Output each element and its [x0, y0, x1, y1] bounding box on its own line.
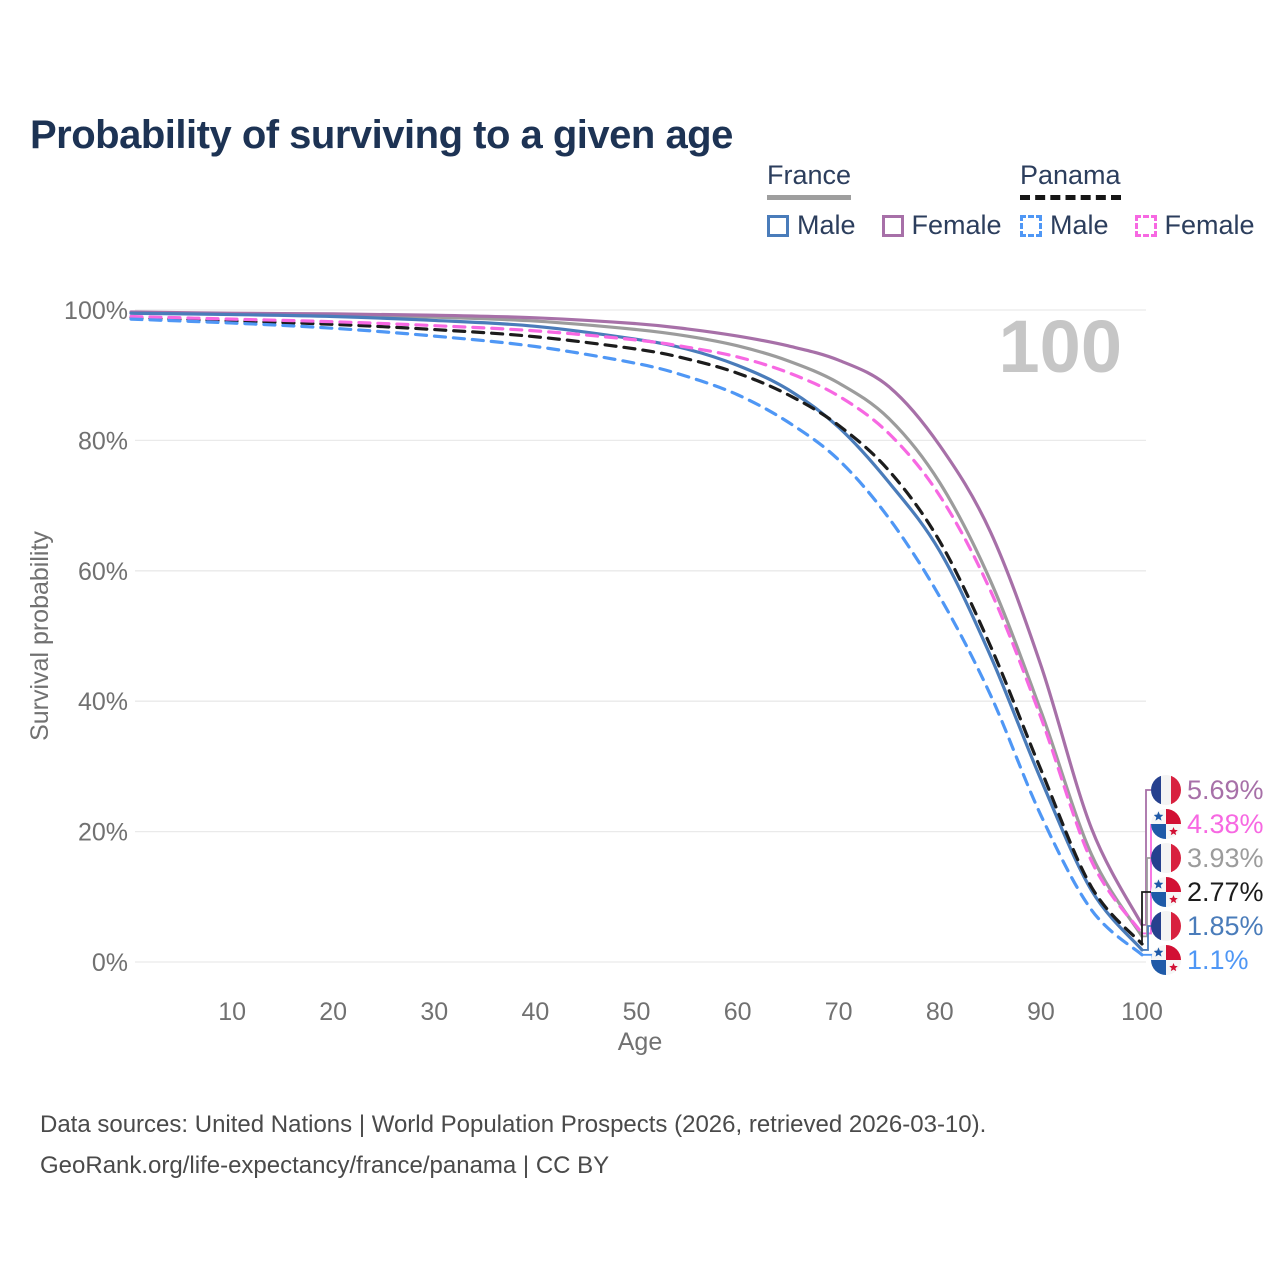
flag-icon-panama	[1151, 877, 1181, 907]
legend-label-france-male: Male	[797, 210, 856, 240]
series-path-panama-all	[129, 316, 1144, 946]
end-connector-france-female	[1141, 789, 1151, 926]
footer-attribution: GeoRank.org/life-expectancy/france/panam…	[40, 1152, 610, 1179]
series-path-france-female	[129, 310, 1144, 927]
legend-swatch-france-female	[881, 214, 904, 237]
end-label-panama-all: 2.77%	[1187, 877, 1264, 907]
y-tick-label: 0%	[92, 949, 128, 977]
legend-label-panama-male: Male	[1050, 210, 1109, 240]
end-label-france-all: 3.93%	[1187, 843, 1264, 873]
x-tick-label: 20	[319, 998, 347, 1026]
series-path-panama-male	[129, 317, 1144, 957]
x-tick-label: 30	[420, 998, 448, 1026]
legend-row-france: Male Female	[767, 210, 1002, 241]
y-tick-label: 100%	[64, 297, 128, 325]
end-connector-panama-male	[1141, 953, 1153, 961]
x-tick-label: 60	[724, 998, 752, 1026]
legend-label-france-female: Female	[911, 210, 1002, 240]
legend-row-panama: Male Female	[1020, 210, 1255, 241]
x-tick-label: 100	[1121, 998, 1163, 1026]
flag-icon-panama	[1151, 809, 1181, 839]
legend-group-france: France Male Female	[767, 160, 1002, 241]
legend-header-france: France	[767, 160, 852, 200]
legend-swatch-panama-female	[1134, 214, 1157, 237]
series-path-france-all	[129, 311, 1144, 938]
flag-icon-france	[1151, 911, 1181, 941]
watermark-label: 100	[999, 305, 1122, 388]
x-tick-label: 80	[926, 998, 954, 1026]
y-tick-label: 80%	[78, 427, 128, 455]
end-connector-panama-female	[1141, 824, 1152, 935]
end-connector-france-male	[1141, 925, 1151, 951]
x-tick-label: 10	[218, 998, 246, 1026]
series-path-panama-female	[129, 314, 1144, 936]
page-title: Probability of surviving to a given age	[30, 112, 733, 157]
end-label-france-female: 5.69%	[1187, 775, 1264, 805]
end-connector-france-all	[1141, 857, 1151, 938]
flag-icon-france	[1151, 775, 1181, 805]
end-label-panama-male: 1.1%	[1187, 945, 1249, 975]
footer: Data sources: United Nations | World Pop…	[40, 1104, 986, 1186]
x-tick-label: 70	[825, 998, 853, 1026]
x-axis-title: Age	[618, 1028, 662, 1056]
legend-header-panama: Panama	[1020, 160, 1121, 200]
footer-sources: Data sources: United Nations | World Pop…	[40, 1111, 987, 1138]
x-tick-label: 90	[1027, 998, 1055, 1026]
legend-swatch-panama-male	[1020, 214, 1042, 237]
legend-group-panama: Panama Male Female	[1020, 160, 1255, 241]
flag-icon-panama	[1151, 945, 1181, 975]
end-label-france-male: 1.85%	[1187, 911, 1264, 941]
y-tick-label: 40%	[78, 688, 128, 716]
legend-item-france-male[interactable]: Male	[767, 210, 856, 241]
y-tick-label: 20%	[78, 819, 128, 847]
series-path-france-male	[129, 311, 1144, 952]
legend-item-panama-female[interactable]: Female	[1134, 210, 1255, 241]
y-axis-title: Survival probability	[26, 531, 54, 741]
x-tick-label: 50	[623, 998, 651, 1026]
legend-label-panama-female: Female	[1164, 210, 1255, 240]
legend-item-panama-male[interactable]: Male	[1020, 210, 1109, 241]
legend-item-france-female[interactable]: Female	[881, 210, 1002, 241]
end-label-panama-female: 4.38%	[1187, 809, 1264, 839]
x-tick-label: 40	[521, 998, 549, 1026]
end-connector-panama-all	[1141, 891, 1151, 945]
legend-swatch-france-male	[767, 214, 789, 237]
flag-icon-france	[1151, 843, 1181, 873]
y-tick-label: 60%	[78, 558, 128, 586]
